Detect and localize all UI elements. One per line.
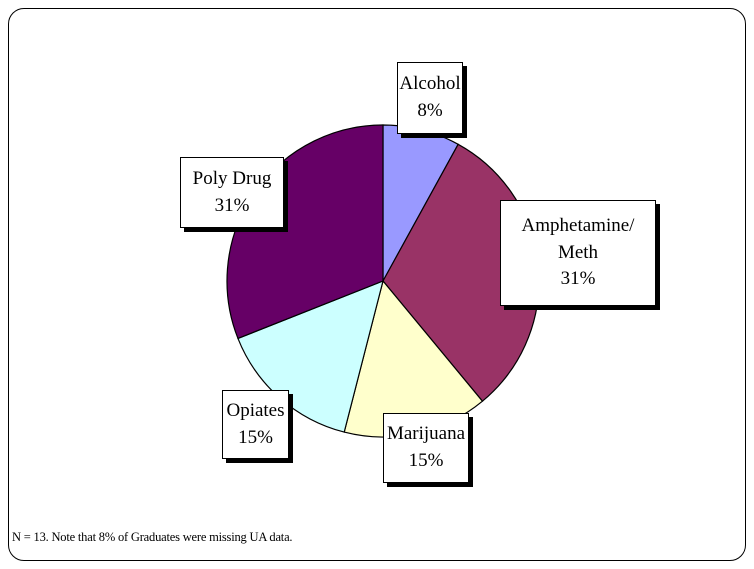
value-label: 31% (560, 268, 596, 290)
value-label: 31% (214, 194, 250, 216)
footnote: N = 13. Note that 8% of Graduates were m… (12, 530, 293, 544)
category-label: Alcohol (399, 73, 461, 95)
slice-label: Opiates 15% (222, 390, 289, 459)
slice-label: Amphetamine/ Meth 31% (500, 200, 656, 306)
chart-frame (8, 8, 746, 561)
slice-label: Poly Drug 31% (180, 157, 284, 228)
category-label: Marijuana (386, 423, 466, 445)
value-label: 8% (417, 100, 443, 121)
value-label: 15% (408, 450, 444, 471)
slice-label: Marijuana 15% (383, 413, 469, 483)
value-label: 15% (238, 426, 273, 448)
slice-label: Alcohol 8% (397, 62, 463, 134)
category-label: Opiates (226, 399, 285, 421)
category-label: Amphetamine/ Meth (521, 215, 635, 263)
category-label: Poly Drug (192, 167, 272, 189)
